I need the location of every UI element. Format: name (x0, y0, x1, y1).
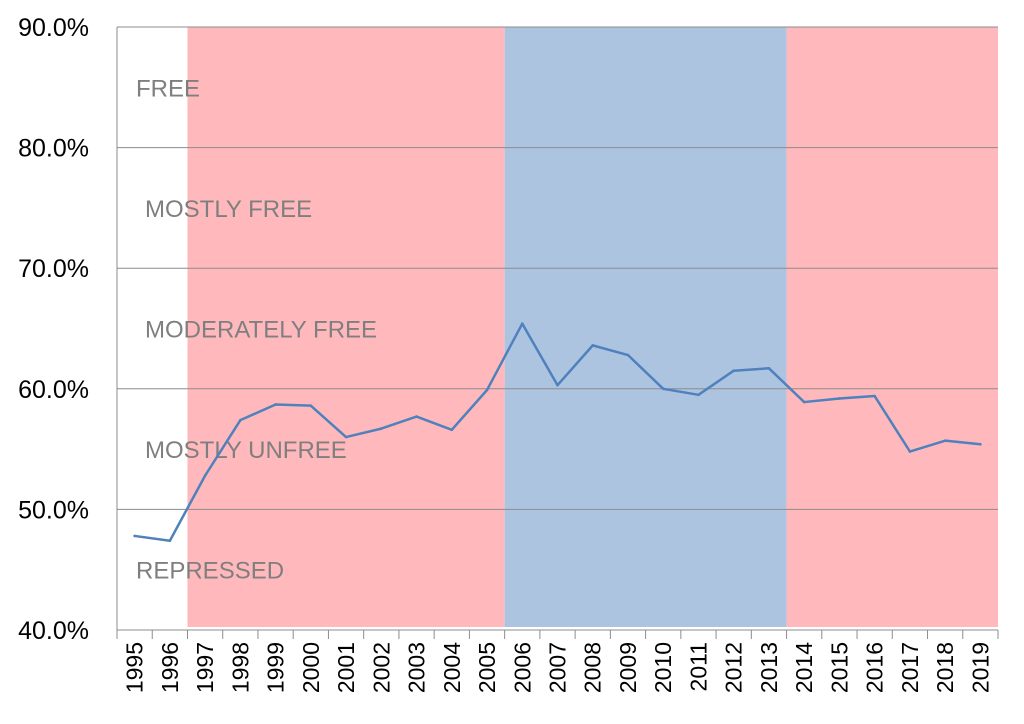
x-tick-label: 2009 (615, 642, 641, 693)
period-band-2006-2013 (504, 27, 787, 627)
x-tick-label: 2012 (721, 642, 747, 693)
data-point (943, 439, 947, 442)
x-tick-label: 2015 (826, 642, 852, 693)
x-tick-label: 1995 (122, 642, 148, 693)
x-tick-label: 2003 (404, 642, 430, 693)
x-tick-label: 1999 (263, 642, 289, 693)
band-label: MODERATELY FREE (145, 317, 377, 344)
y-tick-label: 80.0% (18, 135, 89, 163)
data-point (697, 393, 700, 397)
x-tick-label: 2005 (474, 642, 500, 693)
y-tick-label: 90.0% (18, 14, 89, 42)
x-tick-label: 1998 (227, 642, 253, 693)
x-tick-label: 2011 (685, 642, 711, 691)
y-tick-label: 50.0% (18, 496, 89, 524)
y-tick-label: 40.0% (18, 617, 89, 645)
x-tick-label: 2010 (650, 642, 676, 693)
x-tick-label: 2004 (439, 642, 465, 693)
x-tick-label: 2007 (545, 642, 571, 693)
band-label: FREE (136, 75, 200, 102)
period-band-2014-2019 (786, 27, 998, 627)
data-point (344, 435, 348, 439)
data-point (239, 418, 242, 422)
data-point (661, 387, 665, 391)
x-tick-label: 2018 (932, 642, 958, 693)
data-point (979, 442, 982, 446)
data-point (767, 366, 771, 370)
band-labels: FREE MOSTLY FREE MODERATELY FREE MOSTLY UNF… (136, 75, 377, 584)
axes (116, 27, 999, 639)
x-tick-label: 2016 (862, 642, 888, 693)
data-point (556, 383, 559, 387)
y-tick-label: 60.0% (18, 376, 89, 404)
data-point (908, 450, 912, 453)
x-tick-label: 1996 (157, 642, 183, 693)
x-tick-label: 1997 (192, 642, 218, 693)
x-tick-label: 2014 (791, 642, 817, 693)
x-tick-label: 2008 (580, 642, 606, 693)
data-point (380, 427, 383, 430)
x-tick-label: 2017 (897, 642, 923, 693)
x-tick-label: 2000 (298, 642, 324, 693)
data-point (309, 404, 313, 407)
period-shading (187, 27, 998, 627)
y-axis-tick-labels: 40.0% 50.0% 60.0% 70.0% 80.0% 90.0% (18, 14, 89, 645)
band-label: REPRESSED (136, 558, 284, 585)
data-point (802, 400, 806, 404)
data-point (450, 428, 454, 432)
x-tick-label: 2002 (368, 642, 394, 693)
band-label: MOSTLY FREE (145, 196, 312, 223)
x-tick-label: 2001 (333, 642, 359, 693)
band-label: MOSTLY UNFREE (145, 437, 347, 464)
data-point (274, 403, 277, 406)
x-tick-label: 2019 (967, 642, 993, 693)
data-point (415, 415, 418, 418)
period-band-1997-2005 (187, 27, 505, 627)
data-point (520, 322, 524, 325)
data-point (133, 534, 136, 538)
data-point (626, 353, 630, 357)
data-point (591, 344, 595, 347)
series-layer (133, 322, 982, 543)
y-tick-label: 70.0% (18, 255, 89, 283)
data-point (168, 539, 172, 543)
data-point (485, 388, 489, 392)
x-axis-tick-labels: 1995 1996 1997 1998 1999 2000 2001 2002 2003 2004… (122, 642, 994, 693)
data-point (838, 397, 841, 400)
data-point (873, 394, 876, 398)
x-tick-label: 2006 (509, 642, 535, 693)
data-point (203, 474, 207, 477)
data-point (732, 369, 735, 373)
x-tick-label: 2013 (756, 642, 782, 693)
